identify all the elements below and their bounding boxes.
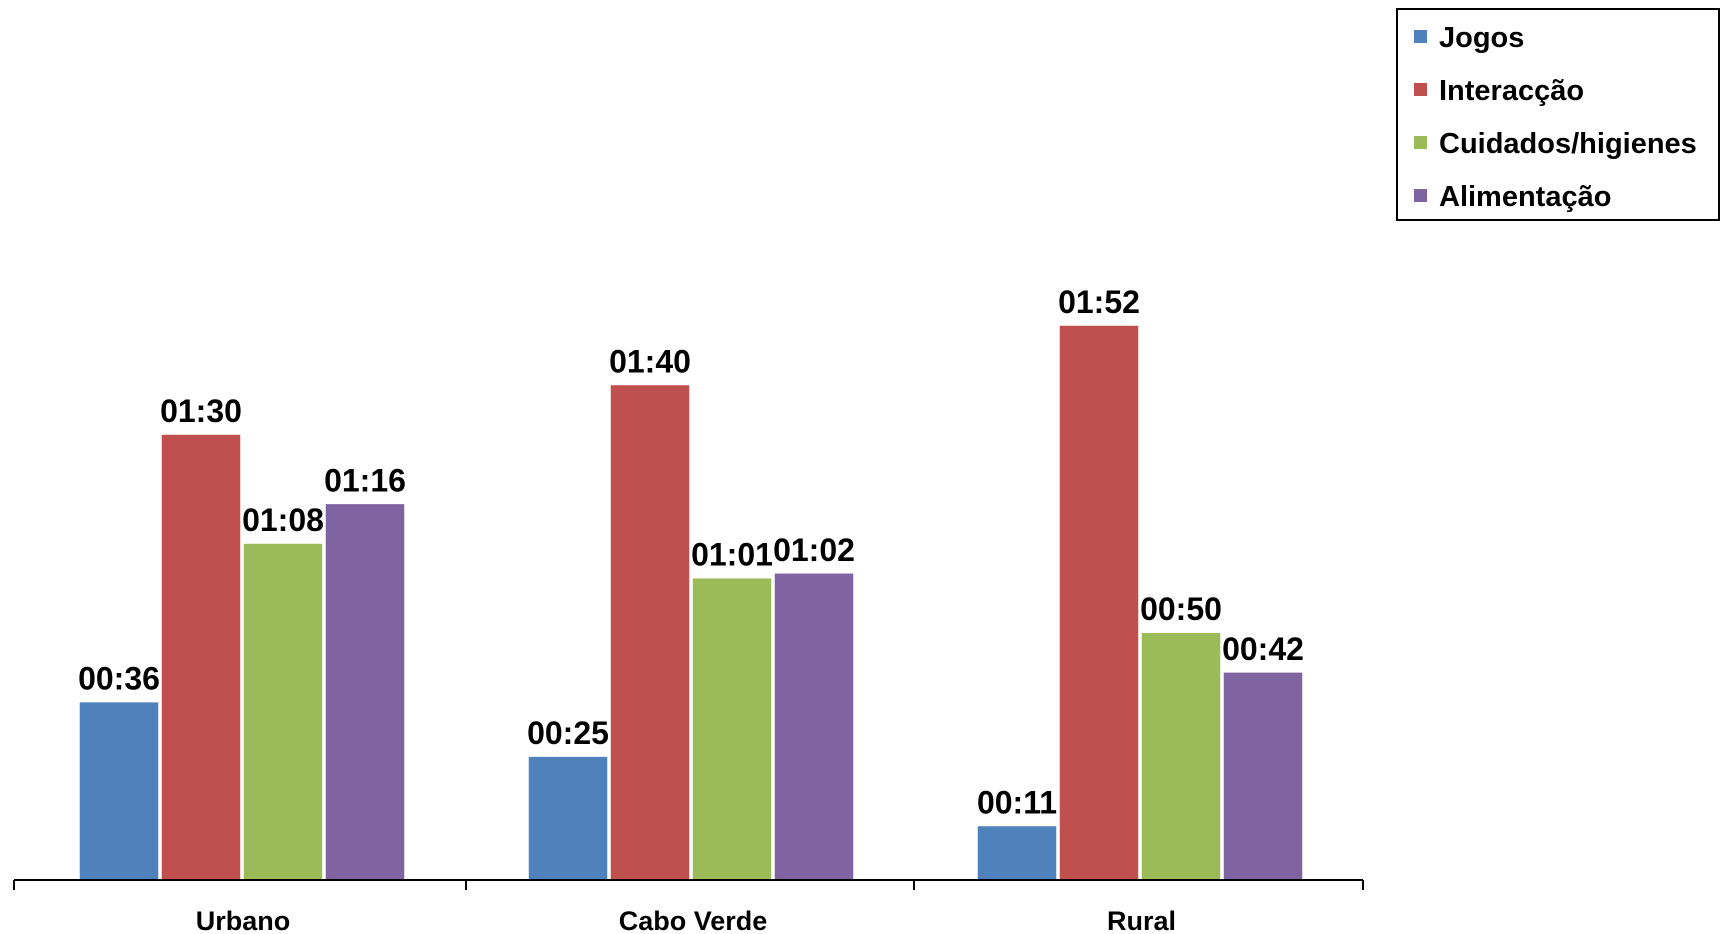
bar-cuidados-higienes-urbano bbox=[242, 542, 324, 881]
data-label: 01:08 bbox=[242, 502, 324, 538]
bars-layer bbox=[78, 324, 1304, 881]
legend-swatch bbox=[1414, 189, 1427, 202]
x-tick-label: Cabo Verde bbox=[619, 906, 768, 934]
data-label: 00:25 bbox=[527, 715, 609, 751]
data-label: 01:30 bbox=[160, 393, 242, 429]
bar-interac-o-urbano bbox=[160, 433, 242, 881]
x-tick-label: Rural bbox=[1107, 906, 1176, 934]
bar-cuidados-higienes-rural bbox=[1140, 631, 1222, 881]
data-label: 01:01 bbox=[691, 537, 773, 573]
data-label: 01:40 bbox=[609, 343, 691, 379]
legend-label: Cuidados/higienes bbox=[1439, 128, 1697, 160]
legend-label: Interacção bbox=[1439, 75, 1584, 107]
bar-jogos-urbano bbox=[78, 700, 160, 881]
bar-alimenta-o-urbano bbox=[324, 502, 406, 881]
legend-swatch bbox=[1414, 136, 1427, 149]
legend-label: Jogos bbox=[1439, 22, 1524, 54]
bar-interac-o-rural bbox=[1058, 324, 1140, 881]
bar-interac-o-cabo-verde bbox=[609, 383, 691, 881]
bar-alimenta-o-rural bbox=[1222, 671, 1304, 881]
bar-jogos-rural bbox=[976, 824, 1058, 881]
data-label: 00:50 bbox=[1140, 591, 1222, 627]
x-axis: Urbano Cabo Verde Rural bbox=[13, 879, 1364, 934]
legend: Jogos Interacção Cuidados/higienes Alimenta… bbox=[1396, 8, 1720, 221]
legend-label: Alimentação bbox=[1439, 181, 1611, 213]
data-label: 01:52 bbox=[1058, 284, 1140, 320]
bar-jogos-cabo-verde bbox=[527, 755, 609, 881]
bar-alimenta-o-cabo-verde bbox=[773, 572, 855, 881]
legend-box bbox=[1396, 8, 1720, 221]
data-label: 00:36 bbox=[78, 661, 160, 697]
legend-swatch bbox=[1414, 83, 1427, 96]
bar-cuidados-higienes-cabo-verde bbox=[691, 576, 773, 881]
data-label: 01:02 bbox=[773, 532, 855, 568]
data-label: 00:11 bbox=[977, 784, 1057, 820]
legend-swatch bbox=[1414, 30, 1427, 43]
x-tick-label: Urbano bbox=[196, 906, 291, 934]
data-label: 00:42 bbox=[1222, 631, 1304, 667]
data-label: 01:16 bbox=[324, 462, 406, 498]
